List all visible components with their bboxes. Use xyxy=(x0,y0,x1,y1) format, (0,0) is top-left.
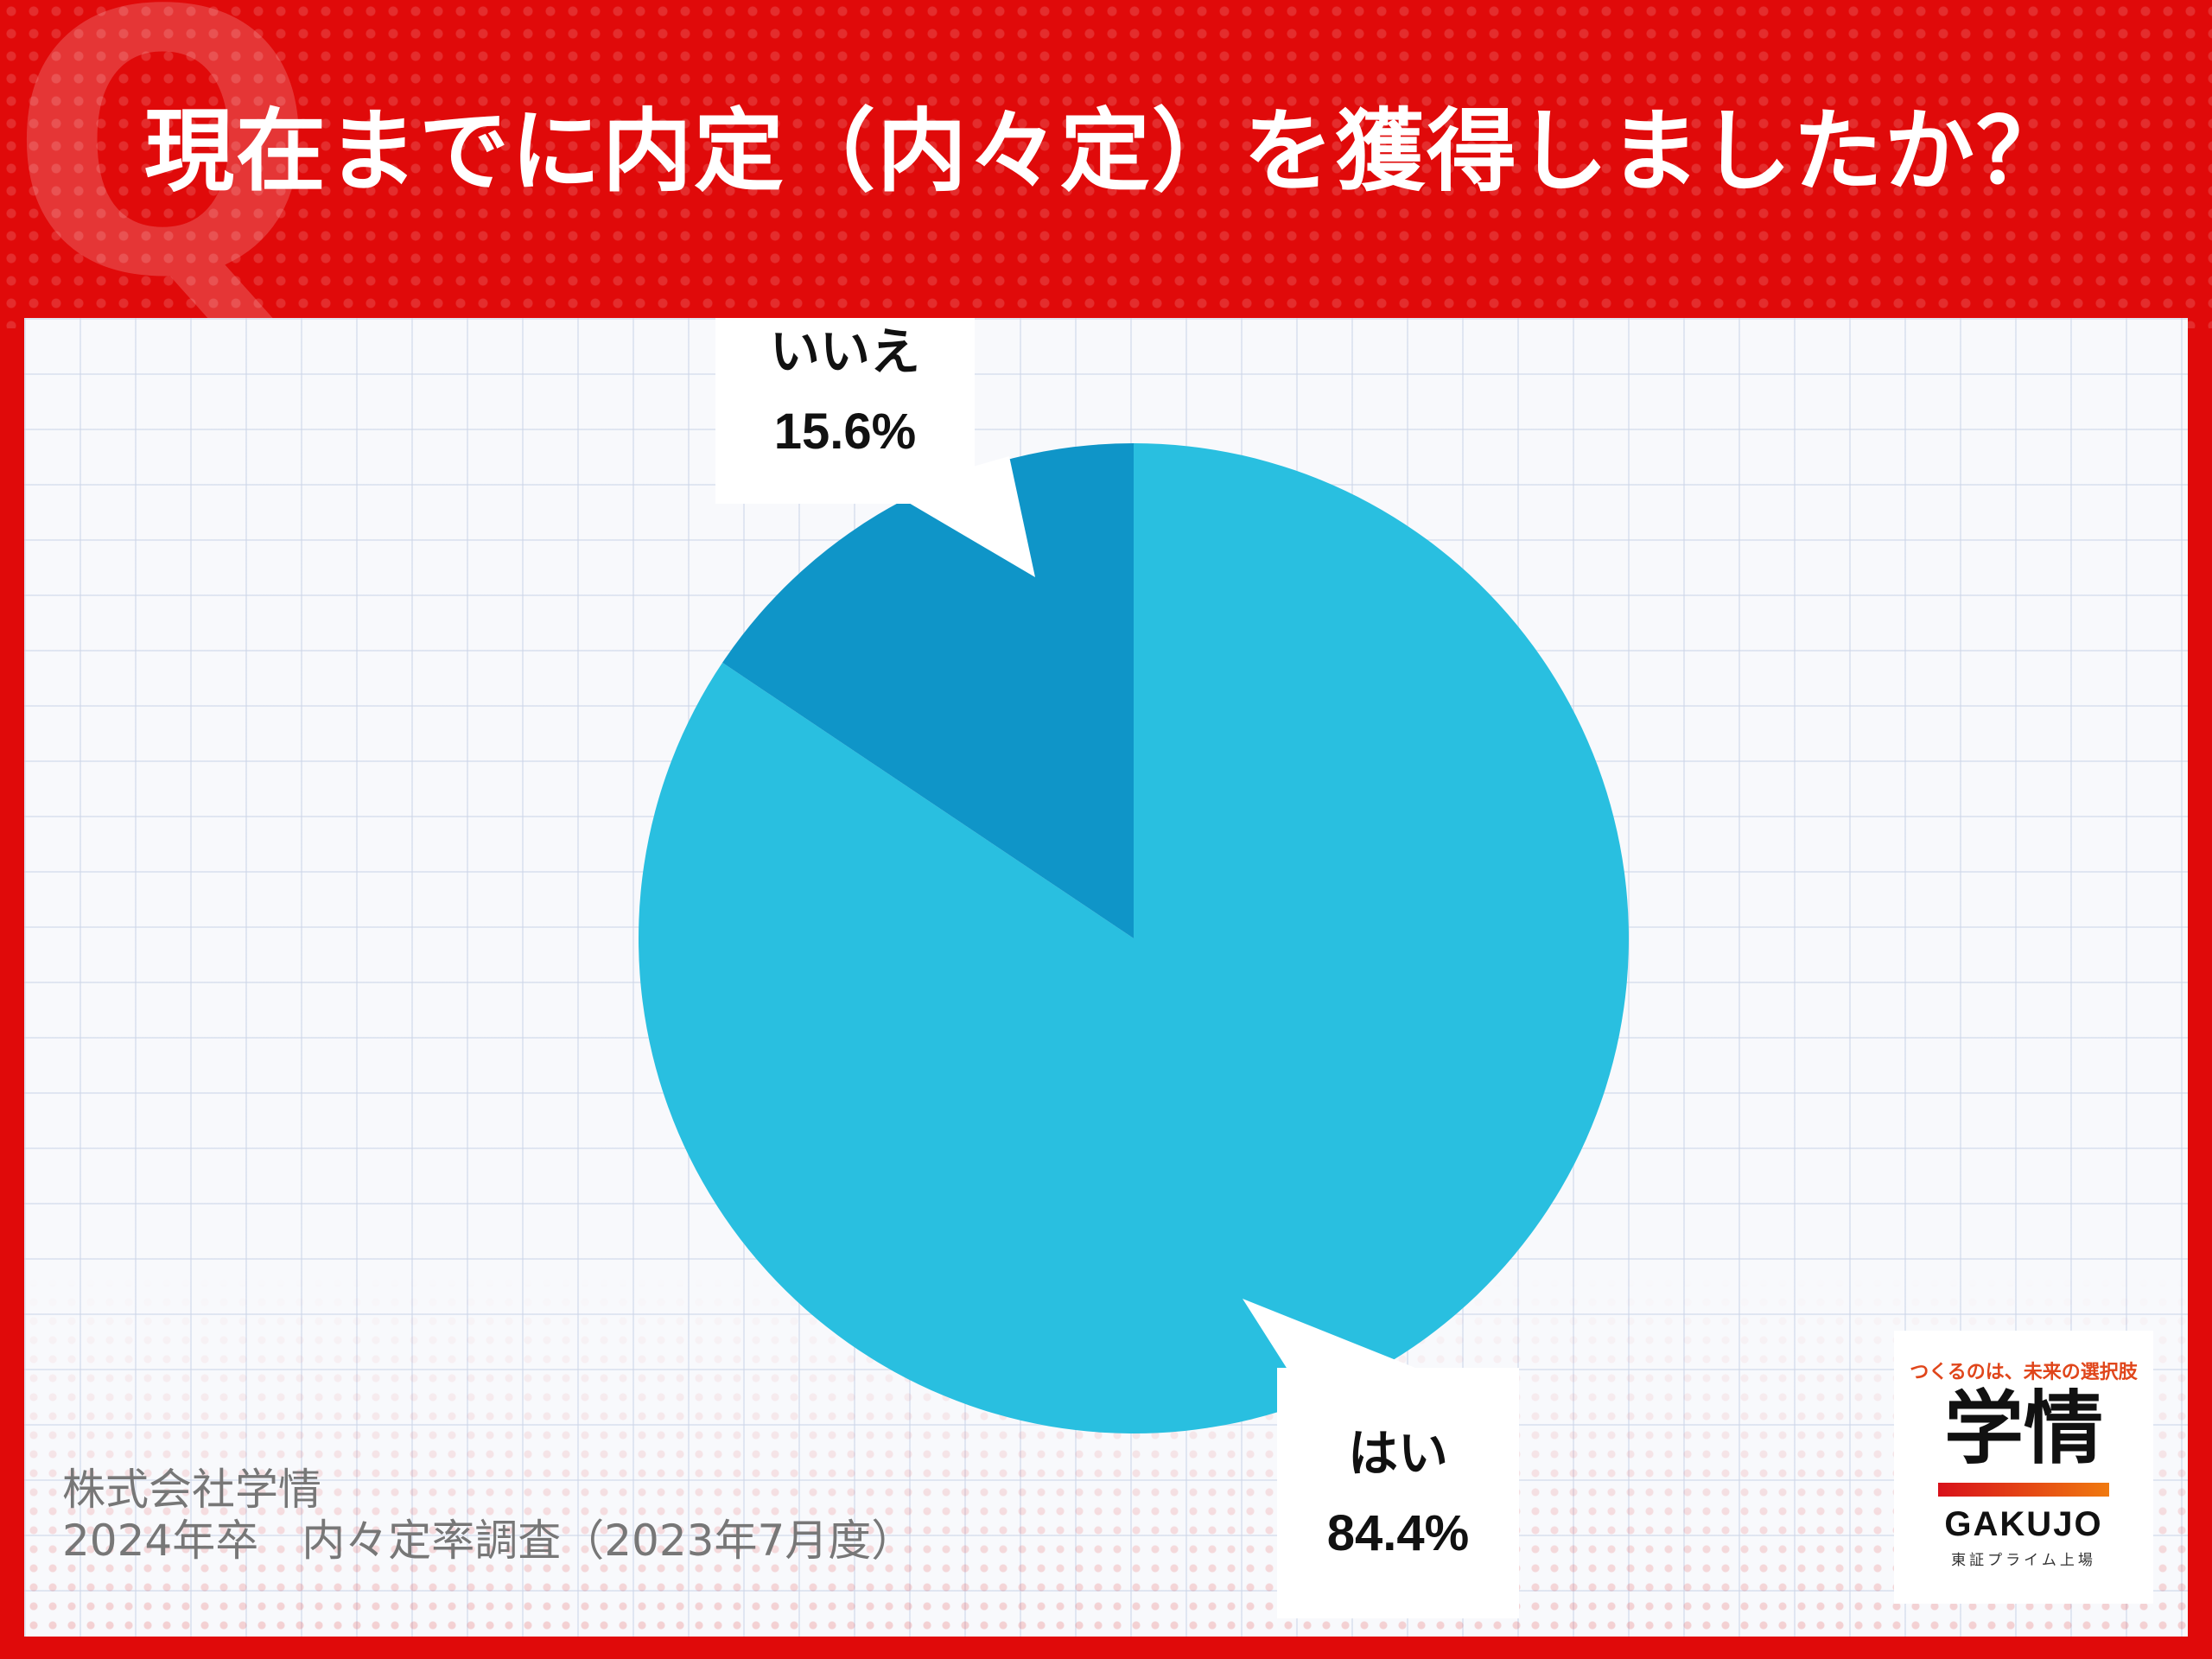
logo-kanji: 学情 xyxy=(1943,1382,2103,1475)
logo-gradient-bar xyxy=(1938,1483,2109,1497)
pie-chart xyxy=(639,443,1630,1433)
label-no-value: 15.6% xyxy=(773,403,917,460)
pie-slice-yes xyxy=(639,443,1630,1433)
source-line-2: 2024年卒 内々定率調査（2023年7月度） xyxy=(62,1516,915,1566)
q-watermark: Q xyxy=(9,0,318,358)
source-note: 株式会社学情 2024年卒 内々定率調査（2023年7月度） xyxy=(62,1465,914,1567)
page-title: 現在までに内定（内々定）を獲得しましたか？ xyxy=(143,99,2068,204)
label-yes-value: 84.4% xyxy=(1326,1504,1470,1561)
label-no: いいえ 15.6% xyxy=(715,318,975,504)
source-line-1: 株式会社学情 xyxy=(62,1465,321,1515)
logo-tagline: つくるのは、未来の選択肢 xyxy=(1910,1362,2138,1383)
chart-panel: いいえ 15.6% はい 84.4% xyxy=(24,318,2188,1637)
header-dot-pattern xyxy=(0,0,2212,328)
label-no-name: いいえ xyxy=(769,322,920,381)
label-yes-name: はい xyxy=(1347,1424,1448,1483)
logo-latin: GAKUJO xyxy=(1944,1505,2103,1543)
gakujo-logo: つくるのは、未来の選択肢 学情 GAKUJO 東証プライム上場 xyxy=(1894,1331,2153,1604)
logo-listing: 東証プライム上場 xyxy=(1951,1552,2096,1569)
label-yes: はい 84.4% xyxy=(1277,1368,1519,1618)
